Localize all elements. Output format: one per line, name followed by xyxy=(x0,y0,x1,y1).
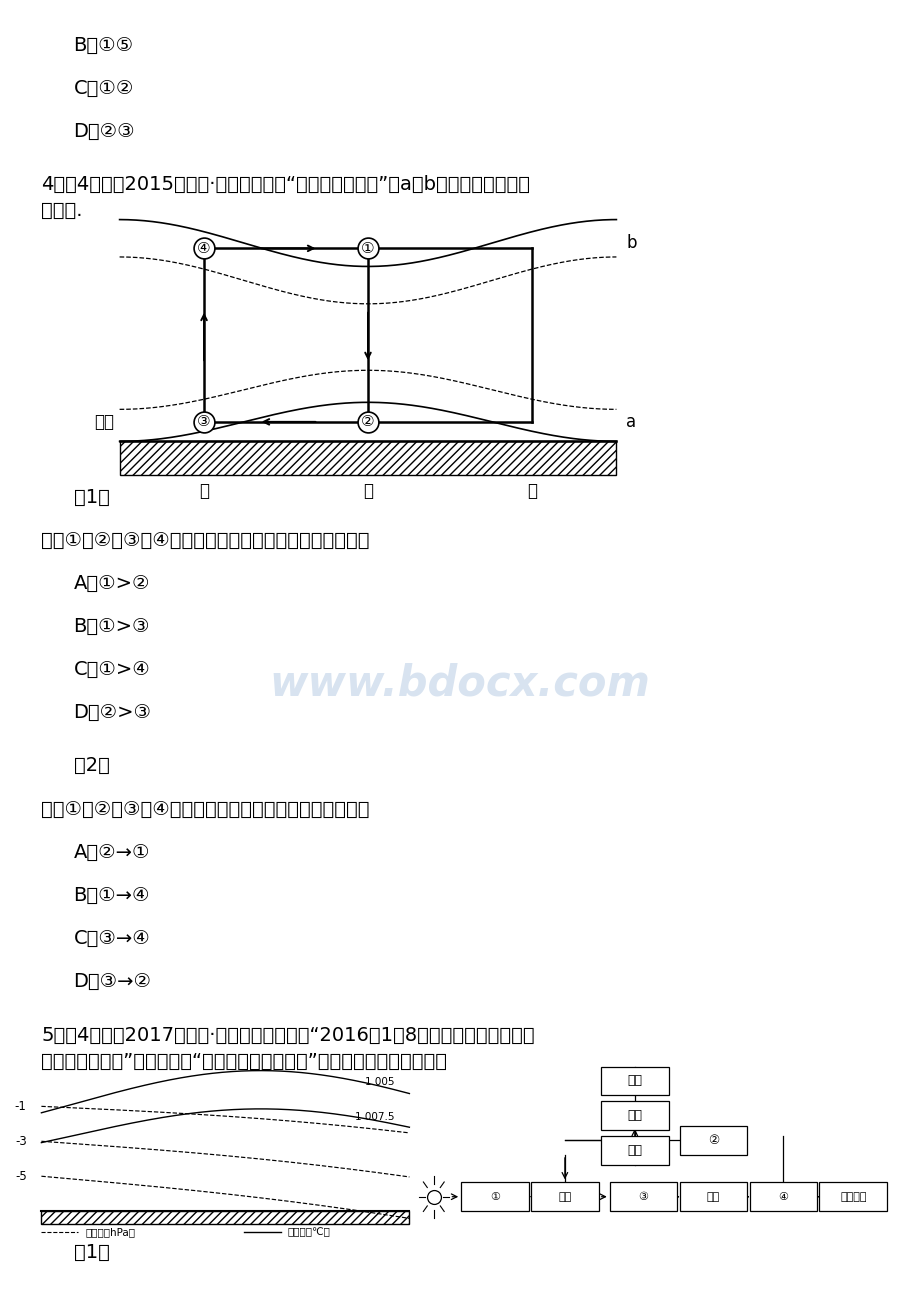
Bar xyxy=(41,1211,409,1224)
Text: 图中①、②、③、④四点的气压大小比较，正确的是（　）: 图中①、②、③、④四点的气压大小比较，正确的是（ ） xyxy=(41,531,369,549)
Text: ①: ① xyxy=(361,241,374,256)
Text: www.bdocx.com: www.bdocx.com xyxy=(269,663,650,704)
Text: 图中①、②、③、④四点的空气运动方向，正确的是（　）: 图中①、②、③、④四点的空气运动方向，正确的是（ ） xyxy=(41,801,369,819)
Text: 宇宙空间: 宇宙空间 xyxy=(839,1191,866,1202)
Text: （1）: （1） xyxy=(74,488,109,506)
Text: B．①⑤: B．①⑤ xyxy=(74,36,133,55)
Text: ④: ④ xyxy=(777,1191,788,1202)
Text: 等压面（hPa）: 等压面（hPa） xyxy=(85,1226,135,1237)
Text: B．①>③: B．①>③ xyxy=(74,617,150,635)
Text: D．②>③: D．②>③ xyxy=(74,703,152,721)
FancyBboxPatch shape xyxy=(600,1101,668,1130)
Text: ③: ③ xyxy=(638,1191,648,1202)
Text: 散射: 散射 xyxy=(627,1144,641,1157)
Text: ③: ③ xyxy=(197,414,210,430)
Text: A．②→①: A．②→① xyxy=(74,844,150,862)
Text: b: b xyxy=(626,234,636,253)
Text: a: a xyxy=(626,413,636,431)
Text: （1）: （1） xyxy=(74,1243,109,1262)
FancyBboxPatch shape xyxy=(530,1182,598,1211)
FancyBboxPatch shape xyxy=(749,1182,816,1211)
Text: 1 005: 1 005 xyxy=(365,1077,394,1087)
Text: C．③→④: C．③→④ xyxy=(74,930,150,948)
FancyBboxPatch shape xyxy=(679,1126,746,1155)
Text: 地面: 地面 xyxy=(558,1191,571,1202)
Text: D．②③: D．②③ xyxy=(74,122,135,141)
Text: 地面: 地面 xyxy=(95,413,115,431)
Text: A．①>②: A．①>② xyxy=(74,574,150,592)
Text: -3: -3 xyxy=(15,1135,27,1148)
FancyBboxPatch shape xyxy=(600,1135,668,1165)
Text: 冷: 冷 xyxy=(363,482,372,500)
Text: 4．（4分）（2015高一上·德州期中）读“热力环流示意图”（a、b表示等压面），回: 4．（4分）（2015高一上·德州期中）读“热力环流示意图”（a、b表示等压面）… xyxy=(41,176,530,194)
Text: 吸收: 吸收 xyxy=(627,1074,641,1087)
Text: 垂直变化示意图”，右下图为“大气受热过程示意图”。读图，回答下列各题。: 垂直变化示意图”，右下图为“大气受热过程示意图”。读图，回答下列各题。 xyxy=(41,1052,447,1070)
Text: 大气: 大气 xyxy=(706,1191,720,1202)
Text: D．③→②: D．③→② xyxy=(74,973,152,991)
Text: C．①②: C．①② xyxy=(74,79,134,98)
Text: ①: ① xyxy=(490,1191,499,1202)
Text: ②: ② xyxy=(361,414,374,430)
Text: ④: ④ xyxy=(197,241,210,256)
Text: 热: 热 xyxy=(527,482,537,500)
Text: 反射: 反射 xyxy=(627,1109,641,1122)
Text: 热: 热 xyxy=(199,482,209,500)
Text: C．①>④: C．①>④ xyxy=(74,660,150,678)
Bar xyxy=(119,440,616,475)
Text: B．①→④: B．①→④ xyxy=(74,887,150,905)
Text: 5．（4分）（2017高二下·徐州会考）下图为“2016年1月8日我国某地气温和气压: 5．（4分）（2017高二下·徐州会考）下图为“2016年1月8日我国某地气温和… xyxy=(41,1026,535,1044)
FancyBboxPatch shape xyxy=(600,1066,668,1095)
Text: 答下题.: 答下题. xyxy=(41,202,83,220)
Text: -1: -1 xyxy=(15,1100,27,1113)
Text: （2）: （2） xyxy=(74,756,109,775)
FancyBboxPatch shape xyxy=(460,1182,528,1211)
Text: 等温面（℃）: 等温面（℃） xyxy=(288,1226,331,1237)
FancyBboxPatch shape xyxy=(679,1182,746,1211)
Text: 1 007.5: 1 007.5 xyxy=(355,1112,394,1122)
FancyBboxPatch shape xyxy=(609,1182,676,1211)
Text: -5: -5 xyxy=(15,1169,27,1182)
Text: ②: ② xyxy=(707,1134,719,1147)
FancyBboxPatch shape xyxy=(819,1182,886,1211)
